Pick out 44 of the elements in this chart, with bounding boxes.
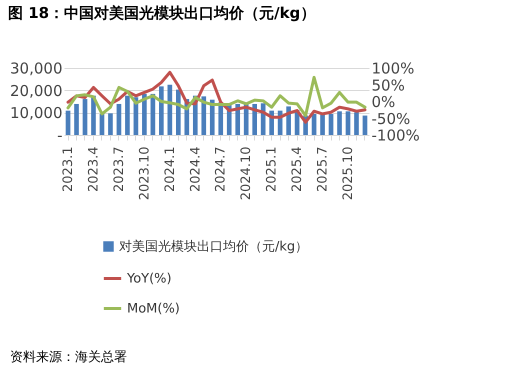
x-tick-label: 2023.7 [112, 146, 127, 192]
x-tick-label: 2024.1 [162, 146, 178, 192]
bar [320, 114, 325, 135]
bar [100, 114, 104, 135]
legend-label: 对美国光模块出口均价（元/kg） [119, 238, 308, 254]
bar [108, 113, 113, 135]
x-tick-label: 2025.4 [290, 146, 306, 192]
y2-tick-label: -100% [372, 126, 420, 144]
y-tick-label: 30,000 [10, 60, 62, 78]
bar [82, 99, 88, 135]
y2-tick-label: 50% [372, 76, 405, 94]
bar [337, 111, 342, 135]
x-tick-label: 2025.10 [341, 146, 356, 200]
legend-label: MoM(%) [127, 302, 180, 316]
y2-tick-label: 100% [372, 60, 414, 78]
bar [362, 116, 368, 135]
line-series [66, 70, 366, 124]
bar [312, 114, 316, 135]
y2-tick-label: 0% [372, 93, 396, 111]
x-tick-label: 2025.1 [264, 146, 280, 192]
x-tick-label: 2024.4 [188, 146, 204, 192]
y-tick-label: - [57, 126, 62, 144]
bar [116, 104, 122, 135]
chart-title: 图 18：中国对美国光模块出口均价（元/kg） [8, 4, 316, 22]
bar [125, 96, 130, 135]
x-tick-label: 2023.4 [86, 146, 102, 192]
line-series [66, 76, 366, 118]
x-tick-label: 2024.7 [214, 146, 229, 192]
bar [354, 112, 359, 135]
bar [346, 111, 350, 135]
bar [159, 86, 164, 135]
bar [168, 84, 172, 135]
y2-tick-label: -50% [372, 110, 410, 128]
bar [328, 114, 334, 135]
bar [74, 104, 79, 135]
x-tick-label: 2025.7 [316, 146, 331, 192]
x-tick-label: 2023.10 [137, 146, 152, 200]
y-tick-label: 20,000 [10, 82, 62, 100]
text: 资料来源：海关总署 [10, 349, 127, 366]
bar [66, 110, 70, 135]
x-tick-label: 2024.10 [239, 146, 254, 200]
legend-label: YoY(%) [126, 272, 172, 286]
y-tick-label: 10,000 [10, 104, 62, 122]
x-tick-label: 2023.1 [61, 146, 76, 192]
